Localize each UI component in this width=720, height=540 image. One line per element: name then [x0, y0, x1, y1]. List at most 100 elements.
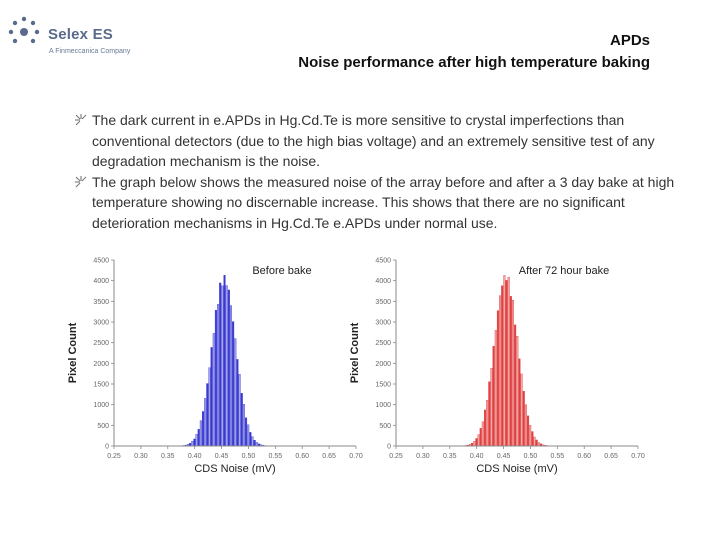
histogram-bar [247, 424, 250, 447]
histogram-bar [501, 285, 504, 447]
y-tick-label: 0 [105, 444, 109, 451]
histogram-bar [229, 305, 233, 447]
histogram-bar [473, 441, 476, 447]
histogram-bar [499, 295, 502, 447]
histogram-bar [496, 310, 499, 447]
histogram-bar [511, 300, 515, 447]
x-tick-label: 0.35 [161, 453, 175, 460]
y-axis-label: Pixel Count [67, 322, 79, 383]
y-tick-label: 4500 [375, 258, 391, 265]
histogram-bar [217, 304, 220, 447]
y-tick-label: 1000 [375, 402, 391, 409]
title-line-1: APDs [609, 32, 650, 49]
x-tick-label: 0.70 [349, 453, 363, 460]
sunburst-bullet-icon [75, 114, 87, 126]
chart-title: After 72 hour bake [519, 265, 610, 277]
x-tick-label: 0.60 [577, 453, 591, 460]
y-tick-label: 2000 [93, 361, 109, 368]
logo-mark-icon [8, 16, 40, 44]
y-tick-label: 4000 [93, 278, 109, 285]
histogram-bar [219, 282, 222, 447]
histogram-bar [225, 285, 228, 447]
histogram-bar [490, 368, 493, 447]
x-tick-label: 0.65 [604, 453, 618, 460]
histogram-bar [204, 398, 207, 447]
y-tick-label: 4000 [375, 278, 391, 285]
chart-title: Before bake [252, 265, 311, 277]
y-tick-label: 500 [97, 423, 109, 430]
histogram-bar [208, 367, 211, 447]
y-tick-label: 3000 [93, 320, 109, 327]
sunburst-bullet-icon [75, 175, 87, 187]
x-tick-label: 0.25 [107, 453, 121, 460]
bullet-item: The graph below shows the measured noise… [74, 172, 694, 234]
histogram-bar [518, 358, 521, 447]
y-tick-label: 3500 [93, 299, 109, 306]
histogram-bar [477, 434, 480, 447]
x-tick-label: 0.40 [470, 453, 484, 460]
y-tick-label: 3000 [375, 320, 391, 327]
histogram-after-svg: 0.25 0.30 0.35 0.40 0.45 0.50 0.55 0.60 0.65 0.70… [349, 258, 645, 476]
y-tick-label: 3500 [375, 299, 391, 306]
histogram-bar [227, 289, 230, 447]
x-tick-label: 0.55 [551, 453, 565, 460]
y-tick-label: 1000 [93, 402, 109, 409]
histogram-bar [475, 438, 478, 447]
histogram-bar [242, 404, 245, 447]
histogram-bar [195, 434, 198, 447]
x-tick-label: 0.40 [188, 453, 202, 460]
histogram-bar [514, 324, 517, 447]
histogram-before-svg: 0.25 0.30 0.35 0.40 0.45 0.50 0.55 0.60 0.65 0.70… [67, 258, 363, 476]
x-tick-label: 0.65 [322, 453, 336, 460]
histogram-after-bake: 0.25 0.30 0.35 0.40 0.45 0.50 0.55 0.60 0.65 0.70… [346, 252, 646, 480]
y-tick-label: 2500 [375, 340, 391, 347]
histogram-bar [531, 431, 534, 447]
histogram-bar [197, 429, 200, 447]
x-tick-label: 0.45 [497, 453, 511, 460]
x-tick-label: 0.45 [215, 453, 229, 460]
histogram-bar [520, 373, 523, 447]
histogram-bar [255, 442, 258, 447]
bullet-list: The dark current in e.APDs in Hg.Cd.Te i… [74, 110, 694, 233]
histogram-bar [240, 393, 243, 447]
histogram-bar [483, 409, 487, 447]
x-tick-label: 0.30 [134, 453, 148, 460]
y-tick-label: 1500 [93, 382, 109, 389]
histogram-bar [503, 275, 506, 447]
x-tick-label: 0.50 [242, 453, 256, 460]
x-tick-label: 0.50 [524, 453, 538, 460]
x-tick-label: 0.30 [416, 453, 430, 460]
histogram-bar [486, 400, 489, 447]
bullet-item: The dark current in e.APDs in Hg.Cd.Te i… [74, 110, 694, 172]
logo-name: Selex ES [48, 26, 113, 43]
bullet-text-1: The dark current in e.APDs in Hg.Cd.Te i… [92, 112, 655, 169]
histogram-bar [236, 359, 239, 447]
histogram-bar [507, 276, 510, 447]
histogram-bar [221, 285, 224, 447]
histogram-bar [193, 438, 196, 447]
histogram-bar [238, 374, 241, 447]
x-tick-label: 0.35 [443, 453, 457, 460]
x-tick-label: 0.60 [295, 453, 309, 460]
histogram-bar [249, 432, 252, 447]
histogram-bar [529, 425, 532, 447]
histogram-bar [232, 321, 235, 447]
histogram-before-bake: 0.25 0.30 0.35 0.40 0.45 0.50 0.55 0.60 0.65 0.70… [64, 252, 364, 480]
x-axis-label: CDS Noise (mV) [476, 463, 557, 475]
histogram-bar [492, 345, 495, 447]
title-line-2: Noise performance after high temperature… [298, 54, 650, 71]
histogram-bar [199, 420, 202, 447]
histogram-bar [245, 417, 248, 447]
x-tick-label: 0.70 [631, 453, 645, 460]
histogram-bar [201, 411, 205, 447]
histogram-bar [206, 383, 209, 447]
histogram-bar [212, 333, 215, 447]
x-tick-label: 0.55 [269, 453, 283, 460]
histogram-bar [234, 338, 237, 447]
histogram-bar [516, 336, 519, 447]
histogram-bar [535, 439, 538, 447]
histogram-bar [494, 330, 497, 447]
histogram-bar [488, 381, 491, 447]
histogram-bar [533, 436, 536, 447]
y-tick-label: 500 [379, 423, 391, 430]
